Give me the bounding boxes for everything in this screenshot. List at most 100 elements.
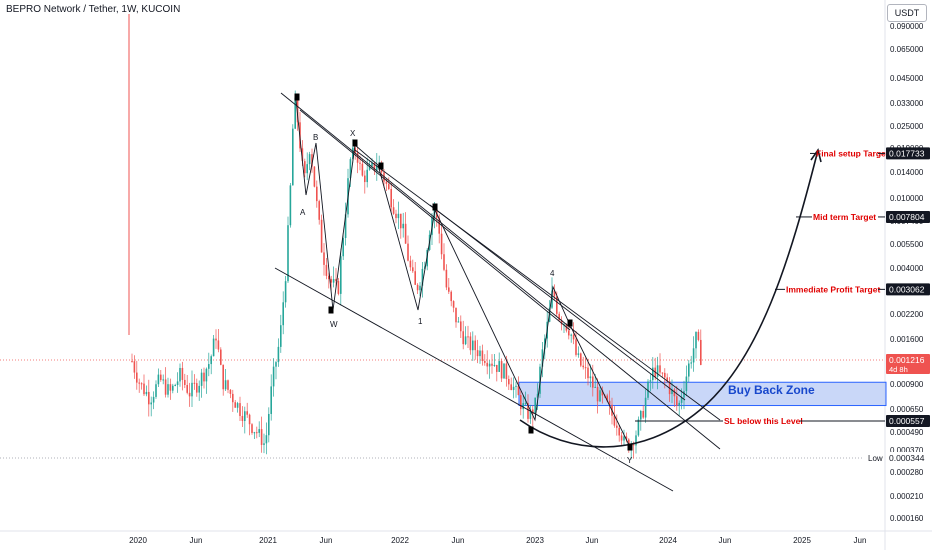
candle-body (325, 264, 328, 276)
y-tick-label: 0.004000 (890, 264, 924, 273)
candle-body (246, 411, 248, 415)
candle-body (481, 350, 484, 362)
candle-body (500, 361, 503, 379)
candle-body (613, 415, 616, 426)
candle-body (203, 372, 205, 382)
candle-body (176, 381, 179, 385)
candle-body (450, 291, 452, 302)
x-tick-label: 2025 (793, 536, 811, 545)
candle-body (210, 356, 212, 365)
trendline (280, 92, 721, 450)
candle-body (457, 321, 460, 323)
trendline (299, 109, 571, 331)
candle-body (236, 403, 239, 408)
candle-body (388, 183, 390, 190)
candle-body (164, 379, 167, 395)
y-tick-label: 0.025000 (890, 122, 924, 131)
currency-button[interactable]: USDT (887, 4, 927, 22)
pivot-marker (328, 306, 334, 314)
candle-body (136, 372, 138, 383)
candle-body (596, 386, 599, 402)
candle-body (265, 435, 268, 444)
candle-body (308, 154, 311, 165)
candle-body (414, 271, 416, 285)
candle-body (685, 376, 688, 392)
candle-body (467, 336, 469, 338)
candle-body (337, 281, 340, 294)
candle-body (376, 165, 378, 171)
candle-body (558, 313, 560, 321)
x-tick-label: Jun (452, 536, 465, 545)
candle-body (234, 402, 236, 408)
price-label: 0.007804 (889, 212, 925, 222)
candle-body (258, 429, 260, 433)
candle-body (680, 397, 683, 403)
candle-body (323, 252, 325, 265)
candle-body (181, 367, 184, 380)
low-tag-box (864, 452, 884, 464)
candle-body (313, 166, 316, 187)
candle-body (488, 363, 491, 367)
buy-back-zone (518, 381, 887, 407)
candle-body (688, 363, 690, 377)
low-tag: Low (868, 454, 883, 463)
candle-body (606, 395, 608, 401)
candle-body (527, 403, 529, 419)
candle-body (340, 256, 342, 294)
candle-body (364, 175, 366, 183)
candle-body (407, 243, 409, 261)
candle-body (287, 225, 289, 282)
candle-body (496, 364, 498, 372)
candle-body (553, 290, 556, 297)
candle-body (443, 254, 445, 270)
candle-body (700, 339, 702, 365)
candle-body (344, 214, 347, 238)
candle-body (306, 164, 308, 174)
candle-body (284, 281, 287, 303)
candle-body (448, 287, 450, 292)
candle-body (217, 340, 220, 350)
trendline (354, 149, 721, 421)
candle-body (215, 338, 217, 341)
candle-body (395, 213, 397, 219)
candle-body (601, 390, 604, 396)
candle-body (592, 376, 594, 388)
candle-body (455, 307, 457, 323)
x-tick-label: Jun (719, 536, 732, 545)
candle-body (568, 330, 570, 336)
candle-body (683, 391, 685, 398)
candle-body (304, 161, 306, 174)
projection-arc (519, 149, 819, 448)
candle-body (160, 374, 162, 380)
y-tick-label: 0.001600 (890, 335, 924, 344)
candle-body (335, 278, 337, 282)
candle-body (342, 237, 344, 257)
candle-body (476, 350, 479, 357)
candle-body (155, 384, 157, 397)
candle-body (320, 219, 323, 253)
candle-body (356, 152, 359, 163)
candle-body (649, 380, 652, 382)
pivot-marker (528, 426, 534, 434)
candle-body (191, 382, 193, 397)
candle-body (577, 353, 580, 355)
candle-body (642, 411, 644, 418)
candle-body (152, 396, 155, 403)
y-tick-label: 0.065000 (890, 45, 924, 54)
y-tick-label: 0.002200 (890, 310, 924, 319)
candle-body (503, 363, 505, 379)
candle-body (208, 364, 210, 369)
candle-body (296, 97, 299, 123)
candle-body (330, 279, 332, 283)
candle-body (421, 268, 424, 286)
candle-body (332, 278, 335, 283)
candle-body (560, 320, 563, 325)
candle-body (589, 376, 592, 379)
candle-body (416, 284, 419, 291)
candle-body (162, 379, 164, 381)
candle-body (253, 432, 256, 434)
candle-body (311, 154, 313, 167)
candle-body (647, 381, 649, 398)
x-tick-label: 2023 (526, 536, 544, 545)
